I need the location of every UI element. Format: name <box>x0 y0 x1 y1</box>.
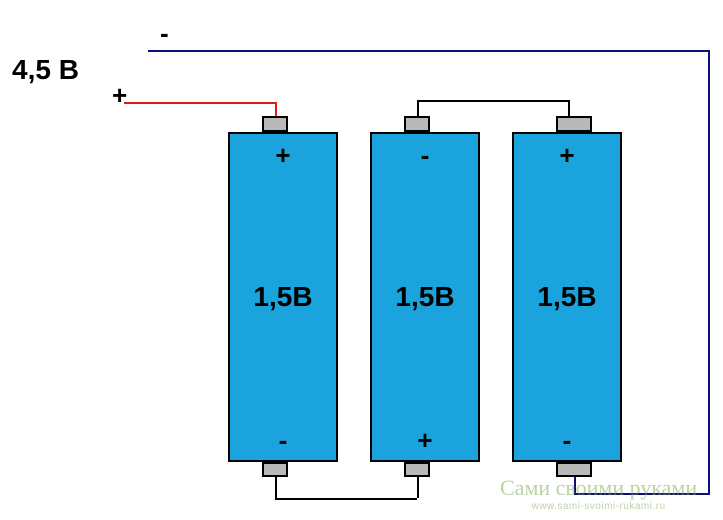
watermark: Сами своими руками www.sami-svoimi-rukam… <box>500 475 697 512</box>
output-plus-label: + <box>112 80 127 111</box>
battery-3-top-polarity: + <box>559 140 574 171</box>
output-minus-label: - <box>160 18 169 49</box>
wire-segment <box>568 100 570 116</box>
battery-3-terminal-top <box>556 116 592 132</box>
battery-1-terminal-top <box>262 116 288 132</box>
battery-1: + - 1,5В <box>228 132 338 462</box>
battery-2-terminal-top <box>404 116 430 132</box>
battery-2: - +1,5В <box>370 132 480 462</box>
wire-segment <box>275 102 277 116</box>
battery-1-top-polarity: + <box>275 140 290 171</box>
wire-segment <box>708 50 710 493</box>
watermark-url: www.sami-svoimi-rukami.ru <box>500 501 697 512</box>
battery-3: + - 1,5В <box>512 132 622 462</box>
output-voltage-label: 4,5 В <box>12 54 79 86</box>
battery-2-terminal-bottom <box>404 462 430 477</box>
wire-segment <box>148 50 708 52</box>
battery-2-voltage: 1,5В <box>395 281 454 313</box>
battery-3-voltage: 1,5В <box>537 281 596 313</box>
wire-segment <box>417 477 419 498</box>
battery-1-bottom-polarity: - <box>279 425 288 456</box>
battery-3-bottom-polarity: - <box>563 425 572 456</box>
wire-segment <box>275 498 417 500</box>
watermark-text: Сами своими руками <box>500 475 697 500</box>
battery-1-voltage: 1,5В <box>253 281 312 313</box>
wire-segment <box>124 102 275 104</box>
battery-2-bottom-polarity: + <box>417 425 432 456</box>
battery-2-top-polarity: - <box>421 140 430 171</box>
battery-1-terminal-bottom <box>262 462 288 477</box>
wire-segment <box>417 100 419 116</box>
wire-segment <box>417 100 568 102</box>
wire-segment <box>275 477 277 498</box>
